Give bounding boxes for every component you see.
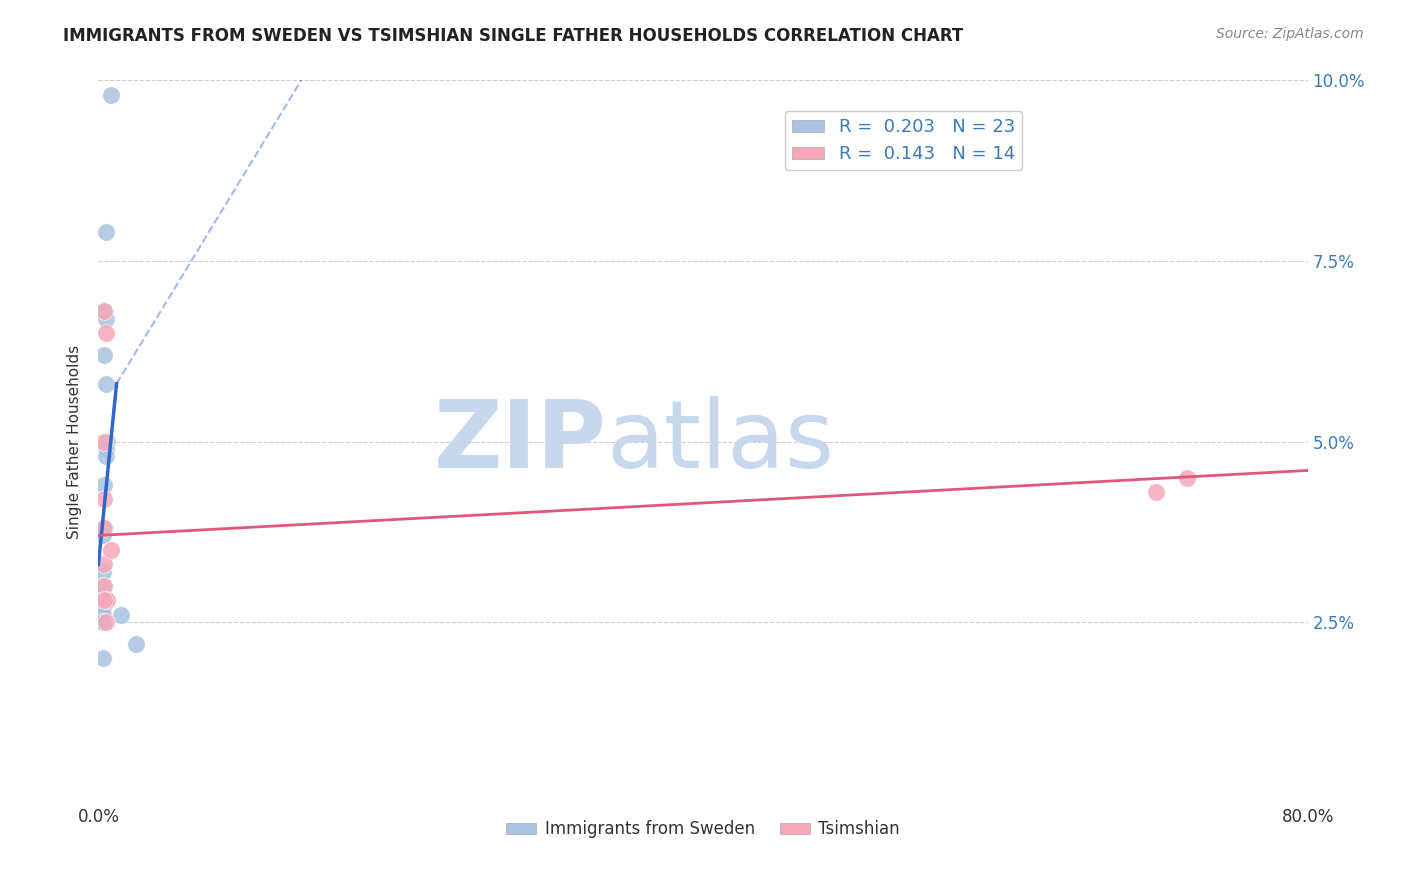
Text: atlas: atlas — [606, 395, 835, 488]
Point — [93, 492, 115, 507]
Legend: Immigrants from Sweden, Tsimshian: Immigrants from Sweden, Tsimshian — [499, 814, 907, 845]
Point — [100, 87, 122, 102]
Point — [91, 521, 114, 535]
Point — [91, 528, 114, 542]
Point — [91, 615, 114, 630]
Point — [94, 326, 117, 340]
Point — [93, 593, 115, 607]
Point — [93, 304, 115, 318]
Point — [94, 311, 117, 326]
Text: Source: ZipAtlas.com: Source: ZipAtlas.com — [1216, 27, 1364, 41]
Point — [91, 579, 114, 593]
Point — [91, 651, 114, 665]
Point — [91, 593, 114, 607]
Point — [93, 348, 115, 362]
Point — [94, 593, 117, 607]
Point — [91, 593, 114, 607]
Point — [110, 607, 132, 622]
Point — [100, 542, 122, 557]
Point — [93, 521, 115, 535]
Point — [125, 637, 148, 651]
Point — [94, 376, 117, 391]
Point — [93, 558, 115, 572]
Point — [96, 434, 118, 449]
Point — [1144, 485, 1167, 500]
Point — [91, 607, 114, 622]
Point — [96, 593, 118, 607]
Point — [93, 478, 115, 492]
Point — [91, 615, 114, 630]
Y-axis label: Single Father Households: Single Father Households — [67, 344, 83, 539]
Point — [94, 225, 117, 239]
Point — [94, 615, 117, 630]
Point — [93, 579, 115, 593]
Point — [93, 434, 115, 449]
Text: IMMIGRANTS FROM SWEDEN VS TSIMSHIAN SINGLE FATHER HOUSEHOLDS CORRELATION CHART: IMMIGRANTS FROM SWEDEN VS TSIMSHIAN SING… — [63, 27, 963, 45]
Text: ZIP: ZIP — [433, 395, 606, 488]
Point — [93, 304, 115, 318]
Point — [94, 449, 117, 463]
Point — [91, 565, 114, 579]
Point — [94, 442, 117, 456]
Point — [1175, 471, 1198, 485]
Point — [91, 600, 114, 615]
